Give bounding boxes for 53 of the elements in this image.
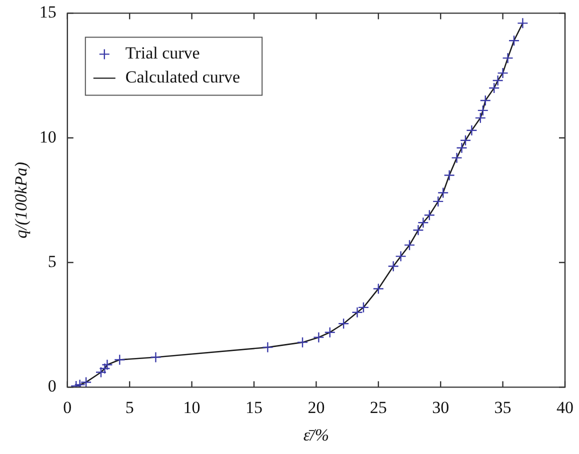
x-tick-label: 15 (246, 398, 262, 417)
point (404, 239, 416, 251)
point (324, 326, 336, 338)
point (95, 366, 107, 378)
point (477, 104, 488, 116)
x-tick-label: 5 (125, 398, 134, 417)
point (456, 142, 468, 154)
x-tick-label: 40 (556, 398, 574, 417)
point (352, 306, 363, 318)
x-tick-label: 30 (432, 398, 450, 417)
y-axis-title: q/(100kPa) (12, 162, 31, 238)
x-tick-label: 20 (308, 398, 325, 417)
point (451, 152, 462, 164)
point (508, 35, 520, 46)
y-tick-label: 15 (39, 2, 56, 22)
point (114, 354, 126, 366)
point (474, 112, 486, 124)
point (432, 196, 444, 208)
point (358, 302, 370, 314)
x-tick-label: 0 (63, 398, 72, 417)
point (480, 94, 491, 106)
point (102, 359, 113, 370)
y-tick-label: 5 (48, 252, 56, 271)
point (418, 217, 429, 228)
point (488, 82, 500, 94)
point (338, 318, 350, 330)
point (395, 250, 406, 262)
x-tick-label: 25 (370, 398, 387, 417)
x-axis-title: ε̄/% (303, 425, 329, 444)
point (80, 376, 92, 388)
y-tick-label: 0 (48, 376, 56, 396)
point (466, 124, 478, 136)
point (296, 336, 308, 348)
point (313, 332, 324, 343)
point (437, 187, 449, 198)
point (497, 67, 508, 79)
point (424, 210, 436, 221)
point (262, 342, 274, 353)
y-tick-label: 10 (39, 127, 56, 146)
x-tick-label: 35 (494, 398, 512, 417)
point (444, 170, 455, 181)
point (388, 260, 399, 272)
point (502, 52, 514, 64)
x-tick-label: 10 (183, 398, 200, 417)
point (150, 352, 162, 363)
point (460, 134, 472, 146)
point (492, 74, 504, 86)
legend-label: Calculated curve (125, 68, 240, 87)
legend-label: Trial curve (125, 44, 200, 63)
point (517, 18, 528, 29)
point (372, 283, 384, 294)
point (412, 224, 424, 236)
point (99, 362, 110, 374)
